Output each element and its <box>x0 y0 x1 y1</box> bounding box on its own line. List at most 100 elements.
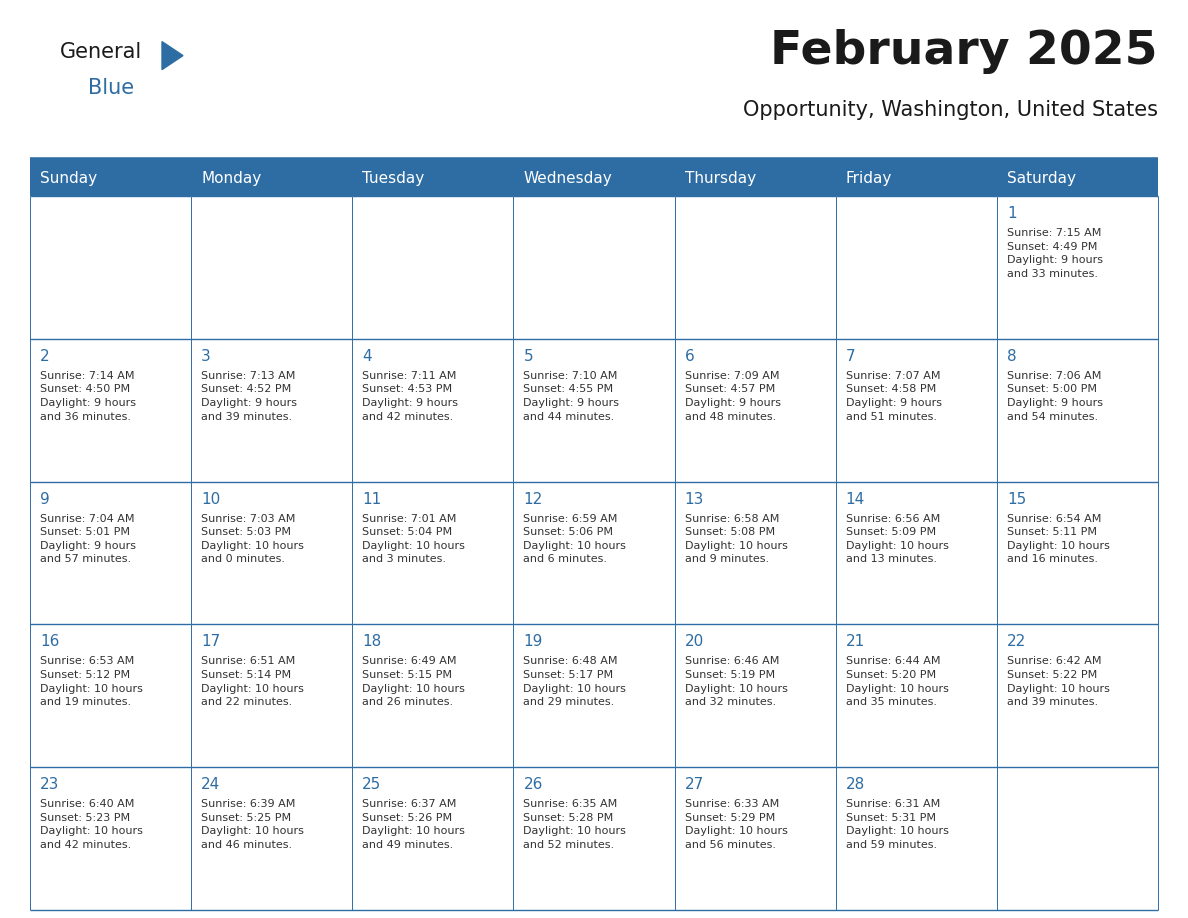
Bar <box>997 160 1158 196</box>
Bar <box>835 196 997 339</box>
Bar <box>191 339 353 482</box>
Text: Sunrise: 7:14 AM
Sunset: 4:50 PM
Daylight: 9 hours
and 36 minutes.: Sunrise: 7:14 AM Sunset: 4:50 PM Dayligh… <box>40 371 135 421</box>
Text: Sunrise: 7:15 AM
Sunset: 4:49 PM
Daylight: 9 hours
and 33 minutes.: Sunrise: 7:15 AM Sunset: 4:49 PM Dayligh… <box>1007 228 1102 279</box>
Text: 18: 18 <box>362 634 381 649</box>
Text: Sunrise: 7:04 AM
Sunset: 5:01 PM
Daylight: 9 hours
and 57 minutes.: Sunrise: 7:04 AM Sunset: 5:01 PM Dayligh… <box>40 513 135 565</box>
Text: Sunrise: 6:40 AM
Sunset: 5:23 PM
Daylight: 10 hours
and 42 minutes.: Sunrise: 6:40 AM Sunset: 5:23 PM Dayligh… <box>40 800 143 850</box>
Text: Sunrise: 7:07 AM
Sunset: 4:58 PM
Daylight: 9 hours
and 51 minutes.: Sunrise: 7:07 AM Sunset: 4:58 PM Dayligh… <box>846 371 942 421</box>
Text: Monday: Monday <box>201 171 261 185</box>
Text: Sunrise: 7:11 AM
Sunset: 4:53 PM
Daylight: 9 hours
and 42 minutes.: Sunrise: 7:11 AM Sunset: 4:53 PM Dayligh… <box>362 371 459 421</box>
Bar <box>997 767 1158 910</box>
Text: 19: 19 <box>524 634 543 649</box>
Text: 5: 5 <box>524 349 533 364</box>
Bar <box>353 624 513 767</box>
Text: Sunrise: 7:06 AM
Sunset: 5:00 PM
Daylight: 9 hours
and 54 minutes.: Sunrise: 7:06 AM Sunset: 5:00 PM Dayligh… <box>1007 371 1102 421</box>
Text: Sunrise: 7:03 AM
Sunset: 5:03 PM
Daylight: 10 hours
and 0 minutes.: Sunrise: 7:03 AM Sunset: 5:03 PM Dayligh… <box>201 513 304 565</box>
Bar <box>675 767 835 910</box>
Bar <box>997 339 1158 482</box>
Bar <box>30 624 191 767</box>
Text: 20: 20 <box>684 634 703 649</box>
Bar <box>835 339 997 482</box>
Text: 25: 25 <box>362 778 381 792</box>
Text: 1: 1 <box>1007 206 1017 221</box>
Bar <box>835 482 997 624</box>
Text: Sunrise: 6:48 AM
Sunset: 5:17 PM
Daylight: 10 hours
and 29 minutes.: Sunrise: 6:48 AM Sunset: 5:17 PM Dayligh… <box>524 656 626 707</box>
Bar <box>191 767 353 910</box>
Bar <box>353 196 513 339</box>
Text: Sunrise: 7:10 AM
Sunset: 4:55 PM
Daylight: 9 hours
and 44 minutes.: Sunrise: 7:10 AM Sunset: 4:55 PM Dayligh… <box>524 371 619 421</box>
Text: Wednesday: Wednesday <box>524 171 612 185</box>
Text: General: General <box>61 42 143 62</box>
Text: 23: 23 <box>40 778 59 792</box>
Bar <box>835 624 997 767</box>
Bar <box>191 160 353 196</box>
Text: Thursday: Thursday <box>684 171 756 185</box>
Bar <box>675 339 835 482</box>
Text: 26: 26 <box>524 778 543 792</box>
Bar <box>675 624 835 767</box>
Bar <box>191 624 353 767</box>
Bar <box>30 767 191 910</box>
Bar <box>513 624 675 767</box>
Text: 16: 16 <box>40 634 59 649</box>
Text: Sunrise: 6:44 AM
Sunset: 5:20 PM
Daylight: 10 hours
and 35 minutes.: Sunrise: 6:44 AM Sunset: 5:20 PM Dayligh… <box>846 656 948 707</box>
Bar <box>513 339 675 482</box>
Bar <box>191 482 353 624</box>
Text: 8: 8 <box>1007 349 1017 364</box>
Text: February 2025: February 2025 <box>771 29 1158 74</box>
Text: 9: 9 <box>40 492 50 507</box>
Text: Sunrise: 6:42 AM
Sunset: 5:22 PM
Daylight: 10 hours
and 39 minutes.: Sunrise: 6:42 AM Sunset: 5:22 PM Dayligh… <box>1007 656 1110 707</box>
Text: 27: 27 <box>684 778 703 792</box>
Text: Sunrise: 6:54 AM
Sunset: 5:11 PM
Daylight: 10 hours
and 16 minutes.: Sunrise: 6:54 AM Sunset: 5:11 PM Dayligh… <box>1007 513 1110 565</box>
Text: 10: 10 <box>201 492 221 507</box>
Text: Sunrise: 6:58 AM
Sunset: 5:08 PM
Daylight: 10 hours
and 9 minutes.: Sunrise: 6:58 AM Sunset: 5:08 PM Dayligh… <box>684 513 788 565</box>
Bar <box>30 160 191 196</box>
Text: Sunrise: 6:49 AM
Sunset: 5:15 PM
Daylight: 10 hours
and 26 minutes.: Sunrise: 6:49 AM Sunset: 5:15 PM Dayligh… <box>362 656 466 707</box>
Bar <box>675 196 835 339</box>
Text: 13: 13 <box>684 492 704 507</box>
Text: Sunrise: 6:33 AM
Sunset: 5:29 PM
Daylight: 10 hours
and 56 minutes.: Sunrise: 6:33 AM Sunset: 5:29 PM Dayligh… <box>684 800 788 850</box>
Text: 14: 14 <box>846 492 865 507</box>
Text: Sunrise: 6:56 AM
Sunset: 5:09 PM
Daylight: 10 hours
and 13 minutes.: Sunrise: 6:56 AM Sunset: 5:09 PM Dayligh… <box>846 513 948 565</box>
Text: 7: 7 <box>846 349 855 364</box>
Bar <box>513 767 675 910</box>
Bar <box>30 196 191 339</box>
Bar <box>353 160 513 196</box>
Text: 17: 17 <box>201 634 221 649</box>
Bar <box>997 196 1158 339</box>
Text: Friday: Friday <box>846 171 892 185</box>
Text: Saturday: Saturday <box>1007 171 1076 185</box>
Bar <box>997 482 1158 624</box>
Bar <box>353 339 513 482</box>
Bar <box>513 482 675 624</box>
Text: Sunrise: 6:31 AM
Sunset: 5:31 PM
Daylight: 10 hours
and 59 minutes.: Sunrise: 6:31 AM Sunset: 5:31 PM Dayligh… <box>846 800 948 850</box>
Text: 3: 3 <box>201 349 211 364</box>
Text: 21: 21 <box>846 634 865 649</box>
Text: 15: 15 <box>1007 492 1026 507</box>
Text: 12: 12 <box>524 492 543 507</box>
Text: 4: 4 <box>362 349 372 364</box>
Text: 11: 11 <box>362 492 381 507</box>
Bar <box>835 767 997 910</box>
Bar <box>513 160 675 196</box>
Text: Sunrise: 7:13 AM
Sunset: 4:52 PM
Daylight: 9 hours
and 39 minutes.: Sunrise: 7:13 AM Sunset: 4:52 PM Dayligh… <box>201 371 297 421</box>
Text: Blue: Blue <box>88 78 134 98</box>
Text: 22: 22 <box>1007 634 1026 649</box>
Text: 28: 28 <box>846 778 865 792</box>
Text: 24: 24 <box>201 778 221 792</box>
Bar <box>191 196 353 339</box>
Text: Sunday: Sunday <box>40 171 97 185</box>
Text: Sunrise: 6:46 AM
Sunset: 5:19 PM
Daylight: 10 hours
and 32 minutes.: Sunrise: 6:46 AM Sunset: 5:19 PM Dayligh… <box>684 656 788 707</box>
Bar <box>675 160 835 196</box>
Text: 6: 6 <box>684 349 694 364</box>
Text: Opportunity, Washington, United States: Opportunity, Washington, United States <box>742 100 1158 120</box>
Text: Sunrise: 6:51 AM
Sunset: 5:14 PM
Daylight: 10 hours
and 22 minutes.: Sunrise: 6:51 AM Sunset: 5:14 PM Dayligh… <box>201 656 304 707</box>
Bar <box>997 624 1158 767</box>
Text: Sunrise: 6:37 AM
Sunset: 5:26 PM
Daylight: 10 hours
and 49 minutes.: Sunrise: 6:37 AM Sunset: 5:26 PM Dayligh… <box>362 800 466 850</box>
Bar <box>513 196 675 339</box>
Text: 2: 2 <box>40 349 50 364</box>
Bar <box>30 482 191 624</box>
Text: Sunrise: 7:09 AM
Sunset: 4:57 PM
Daylight: 9 hours
and 48 minutes.: Sunrise: 7:09 AM Sunset: 4:57 PM Dayligh… <box>684 371 781 421</box>
Bar <box>30 339 191 482</box>
Text: Sunrise: 6:39 AM
Sunset: 5:25 PM
Daylight: 10 hours
and 46 minutes.: Sunrise: 6:39 AM Sunset: 5:25 PM Dayligh… <box>201 800 304 850</box>
